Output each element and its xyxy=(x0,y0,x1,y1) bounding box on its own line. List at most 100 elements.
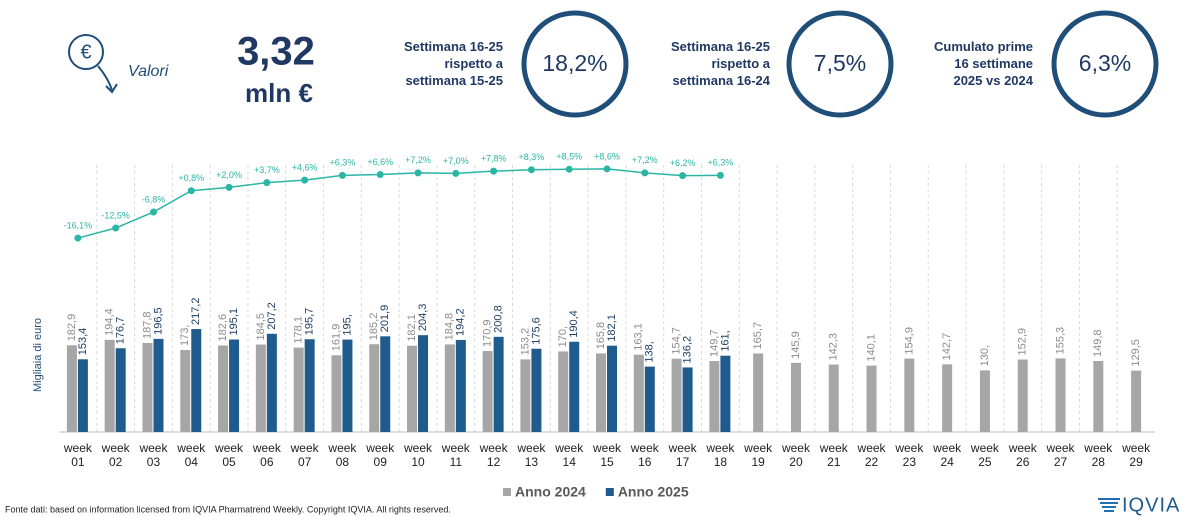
growth-point xyxy=(263,179,271,187)
bar-value-label: 170,9 xyxy=(482,319,494,347)
bar-value-label: 163,1 xyxy=(633,323,645,351)
bar-value-label: 182,1 xyxy=(606,314,618,342)
x-tick-label: week 28 xyxy=(1084,441,1113,469)
bar xyxy=(418,335,429,432)
kpi-label: Valori xyxy=(128,63,169,80)
bar xyxy=(180,349,191,432)
growth-label: +6,3% xyxy=(707,158,733,168)
source-note: Fonte dati: based on information license… xyxy=(5,504,451,514)
bar-value-label: 165,8 xyxy=(595,322,607,350)
bar xyxy=(904,358,915,432)
logo-stripe xyxy=(1100,502,1118,504)
bar-value-label: 185,2 xyxy=(368,313,380,341)
bar-value-label: 136,2 xyxy=(681,336,693,364)
bar xyxy=(979,370,990,432)
bar-value-label: 194,4 xyxy=(104,308,116,336)
growth-label: +8,5% xyxy=(556,152,582,162)
bar xyxy=(644,366,655,432)
growth-label: -16,1% xyxy=(64,220,93,230)
kpi-text: settimana 16-24 xyxy=(672,73,770,88)
growth-label: +7,0% xyxy=(443,156,469,166)
big-unit: mln € xyxy=(245,78,313,108)
bar xyxy=(115,348,126,432)
x-tick-label: week 18 xyxy=(706,441,735,469)
bar-value-label: 217,2 xyxy=(190,298,202,326)
growth-label: +8,6% xyxy=(594,151,620,161)
growth-label: -6,8% xyxy=(142,194,166,204)
kpi-text: settimana 15-25 xyxy=(405,73,503,88)
bar xyxy=(407,345,418,432)
growth-label: +4,6% xyxy=(292,162,318,172)
growth-label: +2,0% xyxy=(216,170,242,180)
kpi-value: 18,2% xyxy=(542,50,607,76)
growth-point xyxy=(565,165,573,173)
growth-point xyxy=(149,208,157,216)
x-tick-label: week 24 xyxy=(933,441,962,469)
legend-label: Anno 2024 xyxy=(515,484,586,500)
growth-point xyxy=(452,169,460,177)
bar xyxy=(369,344,380,432)
bar xyxy=(790,362,801,432)
kpi-text: rispetto a xyxy=(711,56,770,71)
big-value: 3,32 xyxy=(237,30,315,74)
growth-label: +8,3% xyxy=(519,152,545,162)
bar-value-label: 138, xyxy=(644,341,656,362)
growth-point xyxy=(716,171,724,179)
x-tick-label: week 15 xyxy=(592,441,621,469)
kpi-text: Settimana 16-25 xyxy=(671,39,770,54)
bar-value-label: 182,6 xyxy=(217,314,229,342)
x-tick-label: week 05 xyxy=(215,441,244,469)
growth-point xyxy=(225,183,233,191)
bar xyxy=(493,336,504,432)
logo-stripe xyxy=(1102,506,1116,508)
logo-stripe xyxy=(1098,498,1120,500)
logo: IQVIA xyxy=(1122,494,1180,516)
x-tick-label: week 19 xyxy=(744,441,773,469)
bar xyxy=(191,329,202,432)
x-tick-label: week 25 xyxy=(970,441,999,469)
bar xyxy=(255,344,266,432)
bar xyxy=(866,365,877,432)
bar xyxy=(77,359,88,432)
growth-point xyxy=(338,171,346,179)
bar xyxy=(380,336,391,432)
x-tick-label: week 16 xyxy=(630,441,659,469)
euro-icon xyxy=(68,34,104,70)
kpi-value: 6,3% xyxy=(1079,50,1131,76)
bar xyxy=(66,345,77,432)
bar xyxy=(455,339,466,432)
bar-value-label: 154,7 xyxy=(670,327,682,355)
x-tick-label: week 20 xyxy=(781,441,810,469)
bar xyxy=(1017,359,1028,432)
x-tick-label: week 23 xyxy=(895,441,924,469)
x-tick-label: week 07 xyxy=(290,441,319,469)
bar xyxy=(1093,360,1104,432)
growth-label: +7,8% xyxy=(481,154,507,164)
bar-value-label: 153,4 xyxy=(77,328,89,356)
bar-value-label: 149,7 xyxy=(708,330,720,358)
kpi-circle xyxy=(786,10,894,118)
x-tick-label: week 03 xyxy=(139,441,168,469)
bar xyxy=(444,344,455,432)
bar xyxy=(331,355,342,432)
bar xyxy=(104,339,115,432)
legend-swatch xyxy=(503,488,511,496)
kpi-text: Settimana 16-25 xyxy=(404,39,503,54)
growth-label: +7,2% xyxy=(405,155,431,165)
bar xyxy=(633,354,644,432)
kpi-value: 7,5% xyxy=(814,50,866,76)
bar-value-label: 145,9 xyxy=(790,331,802,359)
kpi-text: Cumulato prime xyxy=(934,39,1033,54)
x-tick-label: week 29 xyxy=(1122,441,1151,469)
bar xyxy=(304,339,315,432)
bar xyxy=(342,339,353,432)
bar-value-label: 204,3 xyxy=(417,304,429,332)
x-tick-label: week 01 xyxy=(63,441,92,469)
bar-value-label: 200,8 xyxy=(493,305,505,333)
bar-value-label: 190,4 xyxy=(568,310,580,338)
kpi-text: 16 settimane xyxy=(954,56,1033,71)
growth-point xyxy=(74,234,82,242)
y-axis-label: Migliaia di euro xyxy=(32,318,44,392)
bar-value-label: 182,1 xyxy=(406,314,418,342)
